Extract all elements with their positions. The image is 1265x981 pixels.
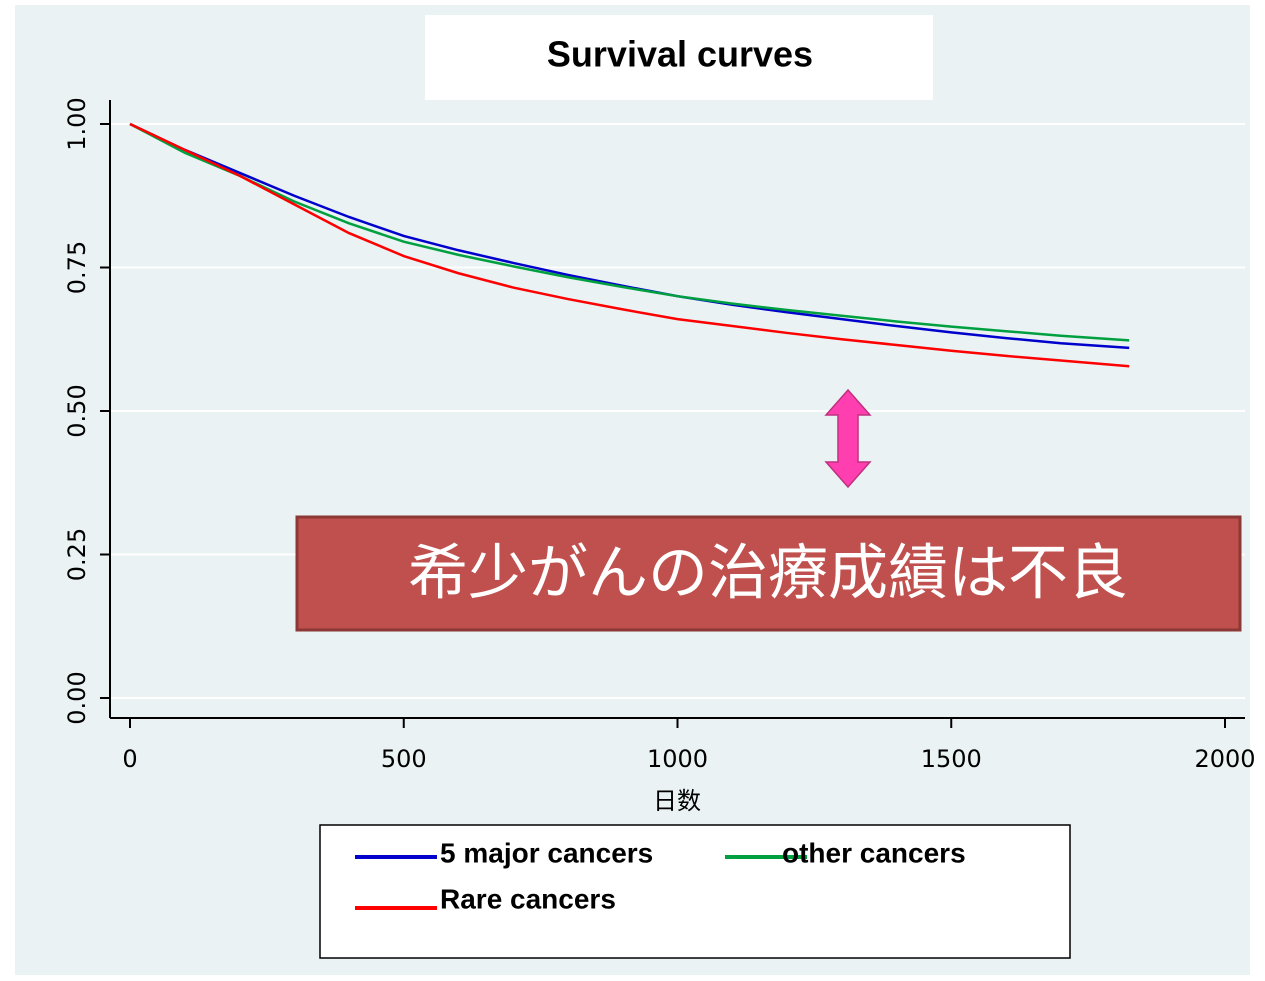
x-tick-label: 500 xyxy=(381,745,427,773)
x-axis-label: 日数 xyxy=(653,787,701,815)
title-box xyxy=(425,15,933,100)
y-tick-label: 0.00 xyxy=(63,671,91,724)
x-tick-label: 1500 xyxy=(921,745,982,773)
annotation: 希少がんの治療成績は不良 xyxy=(408,539,1128,609)
legend-label: 5 major cancers xyxy=(440,837,653,868)
y-tick-label: 0.25 xyxy=(63,528,91,581)
series-line xyxy=(129,122,1130,368)
arrow xyxy=(824,388,872,489)
plot-area xyxy=(111,122,1245,699)
y-tick-label: 0.50 xyxy=(63,384,91,437)
legend-label: other cancers xyxy=(782,837,966,868)
y-tick-label: 1.00 xyxy=(63,97,91,150)
y-tick-label: 0.75 xyxy=(63,241,91,294)
x-tick-label: 0 xyxy=(122,745,137,773)
legend xyxy=(319,824,1071,959)
series-line xyxy=(129,122,1130,342)
annotation-box xyxy=(295,515,1242,632)
legend-label: Rare cancers xyxy=(440,883,616,914)
chart-title: Survival curves xyxy=(547,34,813,75)
x-tick-label: 1000 xyxy=(647,745,708,773)
x-tick-label: 2000 xyxy=(1194,745,1255,773)
